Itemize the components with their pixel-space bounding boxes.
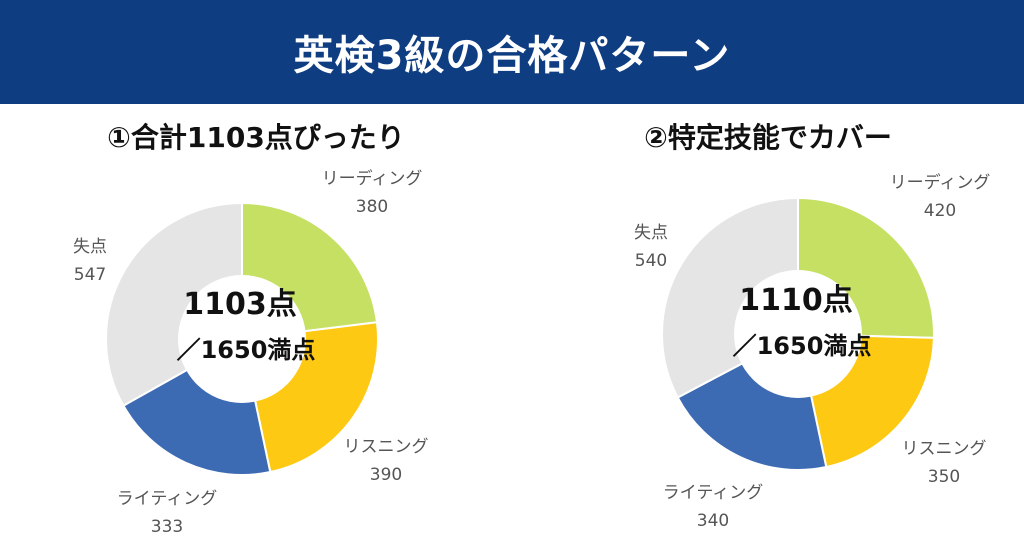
slice-label-listening: リスニング: [344, 437, 429, 457]
center-max: ／1650満点: [177, 336, 316, 364]
slice-value-listening: 350: [928, 467, 960, 487]
slice-value-writing: 333: [151, 517, 183, 537]
donut-hole: [178, 275, 306, 403]
center-max: ／1650満点: [733, 332, 872, 360]
chart-title: ①合計1103点ぴったり: [107, 121, 405, 154]
slice-label-reading: リーディング: [322, 168, 423, 189]
slice-value-reading: 420: [924, 201, 956, 221]
slice-label-writing: ライティング: [117, 489, 218, 509]
chart-title: ②特定技能でカバー: [644, 121, 892, 154]
slice-label-reading: リーディング: [890, 172, 991, 193]
donut-chart: 1103点 ／1650満点 リーディング 380 リスニング 390 ライティング 333…: [73, 168, 429, 537]
slice-label-lost-points: 失点: [634, 223, 668, 243]
donut-chart: 1110点 ／1650満点 リーディング 420 リスニング 350 ライティング 340…: [634, 172, 991, 531]
slice-label-listening: リスニング: [902, 439, 987, 459]
center-total: 1110点: [739, 283, 853, 318]
slice-value-listening: 390: [370, 465, 402, 485]
center-total: 1103点: [183, 287, 297, 322]
chart-panel-1: ①合計1103点ぴったり 1103点 ／1650満点 リーディング 380 リスニン…: [0, 104, 512, 538]
slice-value-reading: 380: [356, 197, 388, 217]
slice-value-lost-points: 547: [74, 265, 106, 285]
slice-value-writing: 340: [697, 511, 729, 531]
slice-label-lost-points: 失点: [73, 237, 107, 257]
header-banner: 英検3級の合格パターン: [0, 0, 1024, 104]
page-title: 英検3級の合格パターン: [293, 33, 731, 79]
chart-panel-2: ②特定技能でカバー 1110点 ／1650満点 リーディング 420 リスニング 35…: [512, 104, 1024, 538]
slice-value-lost-points: 540: [635, 251, 667, 271]
donut-hole: [734, 270, 862, 398]
slice-label-writing: ライティング: [663, 483, 764, 503]
